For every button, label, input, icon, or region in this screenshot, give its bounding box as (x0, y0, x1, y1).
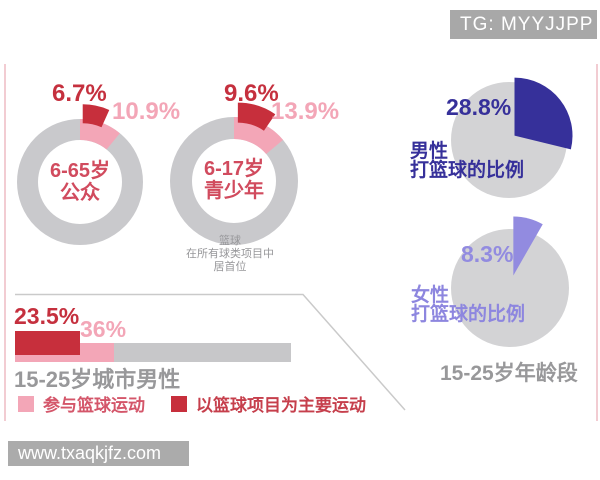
donut-youth-center-label: 6-17岁 青少年 (184, 158, 284, 202)
donut-mainsport-slice (82, 104, 110, 128)
pie-background (451, 229, 569, 347)
donut-public-mainsport-value: 6.7% (52, 80, 107, 107)
donut-public-participate-value: 10.9% (112, 98, 181, 125)
note-line2: 在所有球类项目中 (186, 248, 274, 260)
donut-public-center-line2: 公众 (60, 182, 100, 204)
donut-public-center-label: 6-65岁 公众 (30, 160, 130, 204)
donut-public-center-line1: 6-65岁 (49, 160, 111, 182)
pie-female-title-line2: 打篮球的比例 (411, 304, 526, 325)
donut-public-chart (17, 104, 143, 245)
legend-label-mainsport: 以篮球项目为主要运动 (196, 396, 366, 415)
bar-category-label: 15-25岁城市男性 (14, 367, 181, 392)
donut-mainsport-slice (237, 102, 276, 131)
right-border-line (596, 64, 598, 421)
bar-mainsport-value: 23.5% (14, 303, 80, 329)
donut-youth-center-line1: 6-17岁 (203, 158, 265, 180)
website-watermark: www.txaqkjfz.com (8, 441, 189, 466)
note-line1: 篮球 (219, 235, 241, 247)
pie-male-slice (514, 77, 573, 150)
divider-line (15, 293, 406, 411)
pies-age-caption: 15-25岁年龄段 (440, 362, 578, 385)
donut-participate-segment (80, 119, 120, 150)
donut-youth-mainsport-value: 9.6% (224, 80, 279, 107)
pie-male-value: 28.8% (446, 94, 512, 120)
pie-male-title-line1: 男性 (410, 141, 449, 162)
pie-female-value: 8.3% (461, 241, 514, 267)
legend-label-participate: 参与篮球运动 (43, 396, 145, 415)
donut-youth-participate-value: 13.9% (271, 98, 340, 125)
donut-youth-chart (170, 102, 298, 245)
legend-item-participate: 参与篮球运动 (18, 391, 145, 416)
pie-male-chart (451, 77, 573, 198)
pie-male-title: 男性 打篮球的比例 (410, 142, 524, 180)
legend-swatch-participate (18, 395, 34, 412)
note-line3: 居首位 (213, 261, 247, 273)
pie-male-title-line2: 打篮球的比例 (410, 160, 525, 181)
left-border-line (4, 64, 6, 421)
pie-female-chart (451, 216, 569, 347)
legend-item-mainsport: 以篮球项目为主要运动 (171, 391, 366, 416)
donut-participate-segment (234, 117, 284, 155)
bar-participate-value: 36% (80, 316, 127, 342)
legend: 参与篮球运动 以篮球项目为主要运动 (18, 391, 366, 416)
pie-female-title-line1: 女性 (411, 285, 450, 306)
bar-mainsport (15, 331, 80, 355)
legend-swatch-mainsport (171, 395, 187, 412)
pie-female-title: 女性 打篮球的比例 (411, 286, 525, 324)
telegram-badge: TG: MYYJJPP (450, 10, 597, 39)
basketball-rank-note: 篮球 在所有球类项目中 居首位 (150, 235, 310, 274)
pie-female-slice (513, 216, 543, 276)
donut-youth-center-line2: 青少年 (204, 180, 264, 202)
